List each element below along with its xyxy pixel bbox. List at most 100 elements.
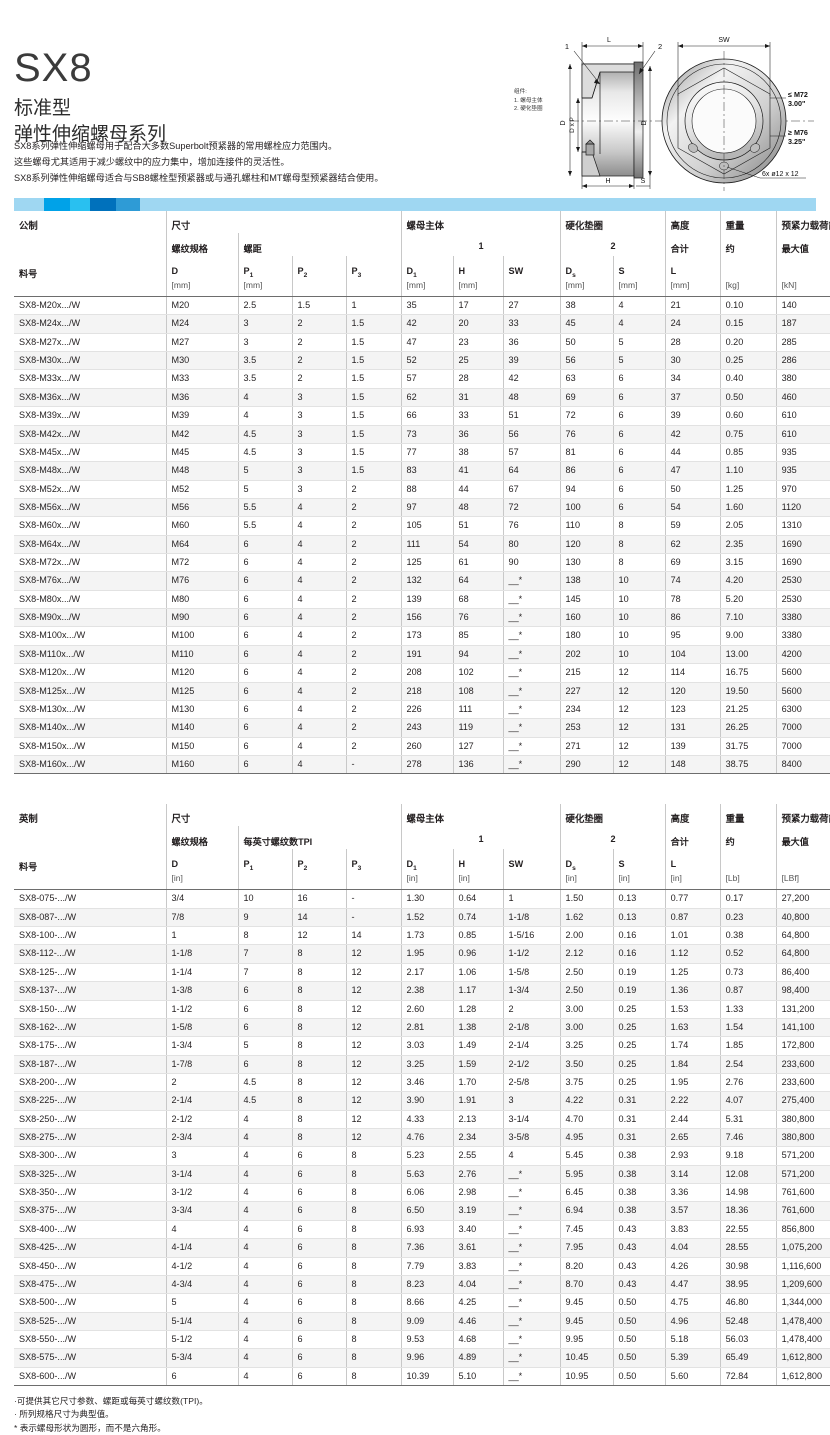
cell-value: 6.45 bbox=[559, 1183, 614, 1203]
cell-value: 9.53 bbox=[400, 1330, 454, 1350]
cell-value: 47 bbox=[664, 461, 721, 481]
cell-value: 0.13 bbox=[612, 889, 666, 909]
cell-value: M42 bbox=[165, 425, 238, 444]
cell-value: 139 bbox=[400, 590, 454, 610]
cell-value: 119 bbox=[452, 718, 504, 738]
dim-label-L: L bbox=[607, 37, 611, 44]
cell-value: 1-1/2 bbox=[502, 944, 561, 964]
cell-value: 0.73 bbox=[719, 963, 777, 983]
metric-unit-blank bbox=[14, 280, 166, 297]
cell-value: 6 bbox=[237, 645, 292, 665]
cell-value: 4 bbox=[237, 1183, 292, 1203]
cell-value: 4.96 bbox=[664, 1312, 721, 1331]
cell-value: 28.55 bbox=[719, 1238, 777, 1258]
cell-value: 130 bbox=[559, 553, 614, 573]
cell-value: 1 bbox=[165, 926, 238, 946]
cell-part-number: SX8-225-.../W bbox=[14, 1091, 166, 1111]
cell-value: 12.08 bbox=[719, 1165, 777, 1185]
cell-value: 8 bbox=[345, 1183, 402, 1203]
imperial-header-row-group: 英制 尺寸 螺母主体 硬化垫圈 高度 重量 预紧力载荷能力 bbox=[14, 804, 830, 827]
cell-value: 2-1/4 bbox=[165, 1091, 238, 1111]
cell-value: 1.95 bbox=[664, 1073, 721, 1093]
cell-value: 8 bbox=[345, 1257, 402, 1276]
cell-value: 1690 bbox=[775, 535, 830, 555]
cell-value: 4.04 bbox=[664, 1238, 721, 1258]
cell-value: 6 bbox=[291, 1275, 346, 1295]
cell-value: 571,200 bbox=[775, 1146, 830, 1166]
cell-value: 38 bbox=[559, 296, 614, 316]
cell-value: 62 bbox=[664, 535, 721, 555]
cell-part-number: SX8-400-.../W bbox=[14, 1220, 166, 1240]
cell-part-number: SX8-075-.../W bbox=[14, 889, 166, 909]
imperial-unit-P3 bbox=[345, 873, 402, 891]
legend-item-1: 1. 螺母主体 bbox=[514, 97, 543, 104]
cell-value: 6 bbox=[237, 1055, 292, 1074]
cell-value: 0.16 bbox=[612, 926, 666, 946]
table-row: SX8-500-.../W 5 4 6 8 8.66 4.25 __* 9.45 0.50 4.75… bbox=[14, 1293, 830, 1313]
imperial-spec-table: 英制 尺寸 螺母主体 硬化垫圈 高度 重量 预紧力载荷能力 螺纹规格 每英寸螺纹… bbox=[14, 804, 830, 1387]
cell-value: 8 bbox=[291, 981, 346, 1001]
cell-value: 2.5 bbox=[237, 296, 292, 316]
cell-value: 3.15 bbox=[719, 553, 777, 573]
cell-value: 12 bbox=[345, 981, 402, 1001]
cell-value: 1.06 bbox=[452, 963, 504, 983]
bar-segment-3 bbox=[90, 198, 116, 211]
cell-value: 127 bbox=[452, 737, 504, 756]
cell-value: 9 bbox=[237, 908, 292, 928]
imperial-hdr-nut-body: 螺母主体 bbox=[400, 804, 561, 827]
cell-value: 0.25 bbox=[612, 1018, 666, 1038]
cell-value: 4 bbox=[612, 314, 666, 334]
cell-value: 3.25 bbox=[559, 1036, 614, 1056]
intro-paragraph: SX8系列弹性伸缩螺母用于配合大多数Superbolt预紧器的常用螺栓应力范围内… bbox=[14, 140, 534, 187]
cell-part-number: SX8-200-.../W bbox=[14, 1073, 166, 1093]
cell-value: 50 bbox=[664, 480, 721, 499]
cell-value: 12 bbox=[612, 755, 666, 775]
cell-value: 7.79 bbox=[400, 1257, 454, 1276]
cell-value: 10 bbox=[612, 645, 666, 665]
imperial-header-row-units: [in] [in] [in] [in] [in] [in] [Lb] [LBf] bbox=[14, 873, 830, 891]
cell-value: 4 bbox=[237, 1201, 292, 1221]
cell-value: __* bbox=[502, 1330, 561, 1350]
cell-value: 1,478,400 bbox=[775, 1312, 830, 1331]
cell-value: 36 bbox=[502, 333, 561, 353]
cell-value: 64 bbox=[452, 571, 504, 591]
cell-value: 0.50 bbox=[612, 1312, 666, 1331]
cell-value: 8 bbox=[291, 1036, 346, 1056]
cell-value: 4.5 bbox=[237, 1073, 292, 1093]
table-row: SX8-087-.../W 7/8 9 14-1.52 0.74 1-1/8 1.62 0.1… bbox=[14, 908, 830, 928]
imperial-table-wrapper: 英制 尺寸 螺母主体 硬化垫圈 高度 重量 预紧力载荷能力 螺纹规格 每英寸螺纹… bbox=[14, 804, 830, 1387]
metric-hdr-dimensions: 尺寸 bbox=[165, 211, 402, 233]
cell-part-number: SX8-M24x.../W bbox=[14, 314, 166, 334]
cell-value: 4.46 bbox=[452, 1312, 504, 1331]
cell-value: 2-3/4 bbox=[165, 1128, 238, 1148]
cell-value: 2.55 bbox=[452, 1146, 504, 1166]
cell-value: 8 bbox=[291, 1055, 346, 1074]
cell-value: 66 bbox=[400, 406, 454, 426]
cell-value: 131 bbox=[664, 718, 721, 738]
footnotes: ·可提供其它尺寸参数、螺距或每英寸螺纹数(TPI)。 · 所列规格尺寸为典型值。… bbox=[14, 1395, 816, 1435]
cell-value: 460 bbox=[775, 388, 830, 408]
cell-value: 0.77 bbox=[664, 889, 721, 909]
cell-part-number: SX8-375-.../W bbox=[14, 1201, 166, 1221]
cell-value: 4.68 bbox=[452, 1330, 504, 1350]
cell-value: 28 bbox=[664, 333, 721, 353]
imperial-unit-P2 bbox=[291, 873, 346, 891]
cell-value: 208 bbox=[400, 663, 454, 683]
cell-part-number: SX8-M56x.../W bbox=[14, 498, 166, 518]
cell-value: 12 bbox=[345, 1018, 402, 1038]
table-row: SX8-M56x.../W M56 5.5 4 2 97 48 72 100 6 54 1.60 112… bbox=[14, 498, 830, 518]
cell-value: 4 bbox=[237, 1146, 292, 1166]
cell-value: 1-3/8 bbox=[165, 981, 238, 1001]
cell-value: 3.5 bbox=[237, 351, 292, 371]
callout-label-2: 2 bbox=[658, 42, 662, 51]
cell-value: 1.53 bbox=[664, 1000, 721, 1019]
cell-value: 6 bbox=[237, 755, 292, 775]
table-row: SX8-M76x.../W M76 6 4 2 132 64 __* 138 10 74 4.20 25… bbox=[14, 571, 830, 591]
cell-value: 12 bbox=[345, 1055, 402, 1074]
cell-value: 2.50 bbox=[559, 963, 614, 983]
imperial-unit-L: [in] bbox=[664, 873, 721, 891]
note-ge-m76-inch: 3.25" bbox=[788, 137, 805, 146]
imperial-hdr-washer: 硬化垫圈 bbox=[559, 804, 666, 827]
cell-value: M130 bbox=[165, 700, 238, 720]
product-technical-drawing: 组件: 1. 螺母主体 2. 硬化垫圈 bbox=[514, 26, 814, 191]
